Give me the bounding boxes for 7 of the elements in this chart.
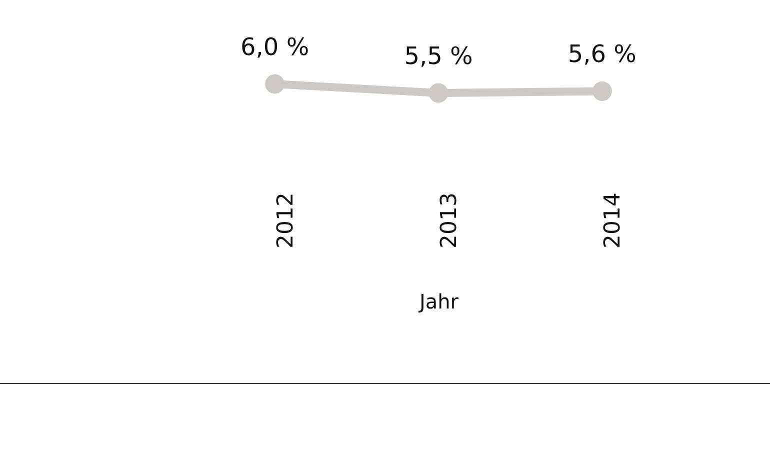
data-label: 5,6 % xyxy=(568,40,636,68)
x-tick-label: 2013 xyxy=(437,192,462,248)
data-label: 5,5 % xyxy=(404,42,473,70)
x-axis-title: Jahr xyxy=(417,289,460,314)
data-label: 6,0 % xyxy=(240,33,310,61)
x-tick-label: 2012 xyxy=(273,192,298,248)
x-tick-label: 2014 xyxy=(600,192,626,248)
